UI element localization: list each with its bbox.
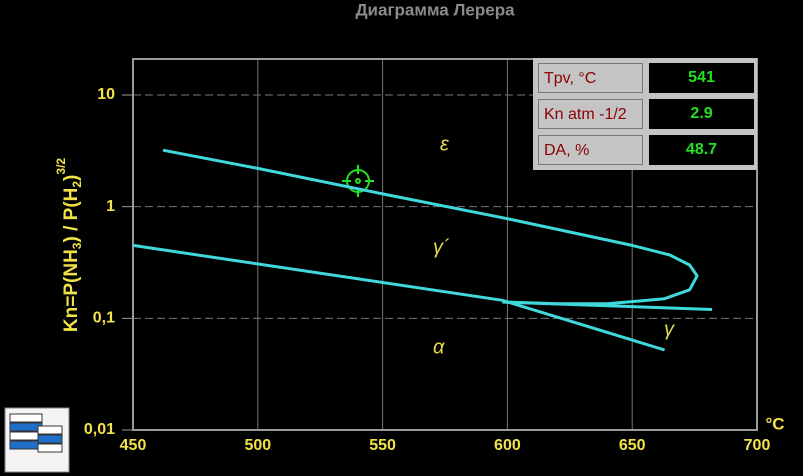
y-tick-label: 1 [106,198,115,215]
y-label-part: ) / P(H [61,188,82,243]
x-tick-label: 600 [494,437,521,454]
y-label-sup: 3/2 [54,158,68,175]
curve [162,148,699,306]
region-label: γ [664,318,675,340]
y-label-sub: 3 [70,242,84,249]
x-tick-label: 450 [120,437,147,454]
curve [132,243,666,352]
param-label: Tpv, °C [538,63,643,93]
y-tick-label: 10 [97,86,115,103]
x-tick-label: 650 [619,437,646,454]
plot-frame [132,58,758,431]
region-labels: ε γ´ α γ [433,133,675,358]
y-tick-label: 0,01 [84,421,115,438]
x-tick-label: 700 [744,437,771,454]
region-label: α [433,336,445,358]
chart-title: Диаграмма Лерера [355,0,515,19]
x-tick-label: 500 [244,437,271,454]
param-value: 541 [649,63,754,93]
app-icon [4,407,70,473]
info-panel: Tpv, °C 541 Kn atm -1/2 2.9 DA, % 48.7 [533,58,757,170]
y-label-part: ) [61,175,82,181]
x-unit: °C [765,414,784,433]
curve [502,300,713,311]
param-value: 2.9 [649,99,754,129]
y-label-part: Kn=P(NH [61,249,82,332]
y-label-sub: 2 [70,181,84,188]
param-value: 48.7 [649,135,754,165]
y-axis-label: Kn=P(NH3) / P(H2)3/2 [54,158,84,332]
region-label: γ´ [433,236,450,258]
param-label: Kn atm -1/2 [538,99,643,129]
x-tick-label: 550 [369,437,396,454]
region-label: ε [440,133,450,155]
param-label: DA, % [538,135,643,165]
y-tick-label: 0,1 [93,310,115,327]
